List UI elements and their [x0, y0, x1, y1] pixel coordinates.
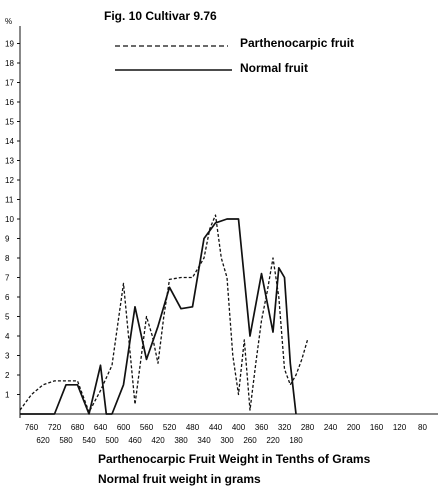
y-tick-label: 19	[5, 40, 14, 49]
y-tick-label: 12	[5, 176, 14, 185]
x-tick-label-primary: 760	[25, 423, 39, 432]
x-tick-label-primary: 520	[163, 423, 177, 432]
x-tick-label-primary: 200	[347, 423, 361, 432]
x-tick-label-primary: 240	[324, 423, 338, 432]
x-tick-label-primary: 560	[140, 423, 154, 432]
y-tick-label: 18	[5, 59, 14, 68]
series-line-normal	[20, 218, 297, 415]
x-tick-label-primary: 120	[393, 423, 407, 432]
x-tick-label-primary: 640	[94, 423, 108, 432]
y-tick-label: 11	[5, 196, 14, 205]
y-tick-label: 6	[5, 293, 10, 302]
series-line-parthenocarpic	[19, 214, 309, 413]
x-axis-title-primary: Parthenocarpic Fruit Weight in Tenths of…	[98, 452, 371, 466]
legend-label-normal: Normal fruit	[240, 61, 308, 75]
y-tick-label: 16	[5, 98, 14, 107]
x-tick-label-primary: 320	[278, 423, 292, 432]
x-tick-label-secondary: 180	[289, 436, 303, 445]
y-axis-unit: %	[5, 17, 12, 26]
x-tick-label-secondary: 220	[266, 436, 280, 445]
y-tick-label: 3	[5, 352, 10, 361]
x-tick-label-primary: 80	[418, 423, 427, 432]
x-tick-label-secondary: 380	[174, 436, 188, 445]
x-tick-label-primary: 680	[71, 423, 85, 432]
x-tick-label-secondary: 460	[128, 436, 142, 445]
x-ticks: 760 720 680 640 600 560 520 480 440 400 360 320 280 2…	[25, 423, 428, 445]
x-tick-label-primary: 360	[255, 423, 269, 432]
x-tick-label-secondary: 300	[220, 436, 234, 445]
y-tick-label: 9	[5, 235, 10, 244]
y-tick-label: 2	[5, 371, 10, 380]
x-tick-label-secondary: 260	[243, 436, 257, 445]
y-tick-label: 17	[5, 79, 14, 88]
x-tick-label-secondary: 500	[105, 436, 119, 445]
x-tick-label-primary: 280	[301, 423, 315, 432]
y-tick-label: 10	[5, 215, 14, 224]
x-tick-label-primary: 160	[370, 423, 384, 432]
y-tick-label: 5	[5, 313, 10, 322]
x-tick-label-secondary: 420	[151, 436, 165, 445]
x-tick-label-secondary: 540	[82, 436, 96, 445]
y-tick-label: 13	[5, 157, 14, 166]
y-tick-label: 14	[5, 137, 14, 146]
x-tick-label-secondary: 620	[36, 436, 50, 445]
chart-title: Fig. 10 Cultivar 9.76	[104, 9, 217, 23]
y-tick-label: 15	[5, 118, 14, 127]
x-tick-label-secondary: 340	[197, 436, 211, 445]
y-tick-label: 4	[5, 332, 10, 341]
x-tick-label-primary: 720	[48, 423, 62, 432]
x-tick-label-primary: 600	[117, 423, 131, 432]
y-tick-label: 1	[5, 391, 10, 400]
legend-label-parthenocarpic: Parthenocarpic fruit	[240, 36, 354, 50]
x-axis-title-secondary: Normal fruit weight in grams	[98, 472, 261, 486]
legend: Parthenocarpic fruit Normal fruit	[115, 36, 354, 75]
series-layer	[19, 214, 309, 415]
x-tick-label-primary: 400	[232, 423, 246, 432]
x-tick-label-secondary: 580	[59, 436, 73, 445]
y-tick-label: 8	[5, 254, 10, 263]
x-tick-label-primary: 480	[186, 423, 200, 432]
x-tick-label-primary: 440	[209, 423, 223, 432]
y-tick-label: 7	[5, 274, 10, 283]
